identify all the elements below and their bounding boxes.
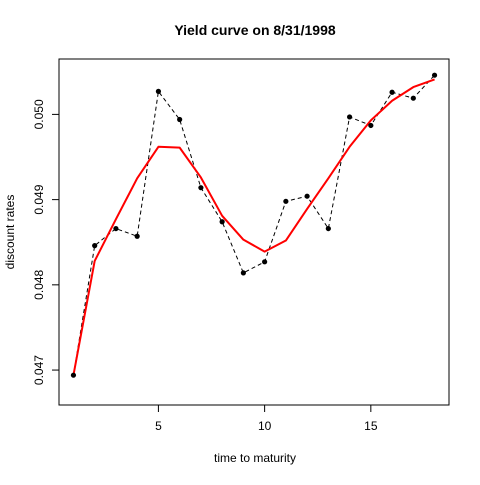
data-point (240, 270, 246, 276)
y-tick-label: 0.047 (32, 355, 46, 385)
data-point (368, 122, 374, 129)
data-point (113, 225, 119, 232)
x-tick-label: 5 (155, 419, 162, 433)
data-point (304, 193, 310, 199)
data-point (70, 372, 77, 378)
data-point (134, 233, 140, 239)
fitted-curve-line (72, 78, 435, 376)
y-axis: 0.047 0.048 0.049 0.050 (32, 99, 59, 385)
data-point (389, 89, 395, 95)
x-tick-label: 15 (364, 419, 378, 433)
data-point (410, 95, 416, 101)
y-axis-label: discount rates (3, 195, 17, 270)
data-point (325, 225, 331, 232)
y-tick-label: 0.048 (32, 269, 46, 299)
data-point (283, 198, 289, 204)
plot-frame (58, 58, 450, 406)
chart-title: Yield curve on 8/31/1998 (174, 22, 336, 38)
y-tick-label: 0.049 (32, 184, 46, 214)
observed-rates-line (72, 74, 435, 376)
data-point (177, 116, 183, 123)
x-axis: 5 10 15 (155, 405, 378, 433)
data-point (219, 219, 225, 225)
data-point (198, 185, 204, 191)
data-point (92, 243, 98, 249)
data-point (155, 88, 162, 94)
y-tick-label: 0.050 (32, 99, 46, 129)
data-point (262, 259, 268, 265)
data-point (346, 114, 353, 120)
data-point (431, 72, 438, 78)
x-axis-label: time to maturity (214, 451, 296, 465)
series-layer (70, 72, 438, 378)
x-tick-label: 10 (258, 419, 272, 433)
